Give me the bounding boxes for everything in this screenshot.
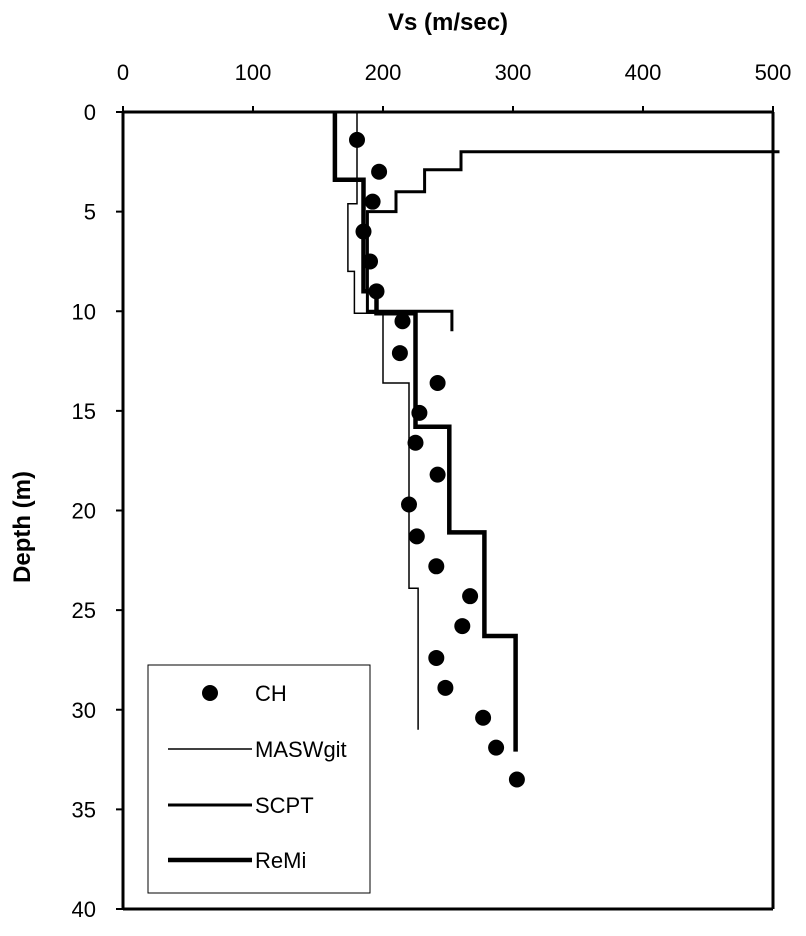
ch-data-point <box>454 618 471 635</box>
legend-label-scpt: SCPT <box>255 793 314 818</box>
series-ch <box>349 131 525 788</box>
ch-data-point <box>428 649 445 666</box>
ch-data-point <box>394 313 411 330</box>
ch-data-point <box>508 771 525 788</box>
x-tick-label: 0 <box>117 60 129 85</box>
x-tick-label: 200 <box>365 60 402 85</box>
y-tick-label: 40 <box>72 897 96 922</box>
legend-label-maswgit: MASWgit <box>255 737 347 762</box>
series-maswgit <box>347 112 419 730</box>
y-tick-label: 0 <box>84 100 96 125</box>
maswgit-line <box>347 112 419 730</box>
legend-label-ch: CH <box>255 681 287 706</box>
series-layer <box>332 112 780 788</box>
ch-data-point <box>407 434 424 451</box>
legend-swatch-ch <box>202 685 218 701</box>
y-tick-label: 20 <box>72 499 96 524</box>
ch-data-point <box>429 466 446 483</box>
ch-data-point <box>488 739 505 756</box>
y-tick-label: 5 <box>84 200 96 225</box>
y-tick-label: 10 <box>72 299 96 324</box>
x-tick-label: 400 <box>625 60 662 85</box>
remi-line <box>332 112 518 752</box>
ch-data-point <box>364 193 381 210</box>
scpt-line <box>365 150 780 332</box>
ch-data-point <box>391 345 408 362</box>
ch-data-point <box>371 163 388 180</box>
ch-data-point <box>462 588 479 605</box>
y-tick-label: 25 <box>72 598 96 623</box>
y-tick-label: 15 <box>72 399 96 424</box>
y-tick-label: 35 <box>72 797 96 822</box>
legend: CH MASWgit SCPT ReMi <box>147 664 371 894</box>
ch-data-point <box>437 679 454 696</box>
x-axis-title: Vs (m/sec) <box>388 9 508 36</box>
ch-data-point <box>475 709 492 726</box>
series-remi <box>332 112 518 752</box>
ch-data-point <box>428 558 445 575</box>
legend-label-remi: ReMi <box>255 848 306 873</box>
y-axis-title: Depth (m) <box>9 471 36 583</box>
plot-frame <box>121 110 775 911</box>
x-axis: 0 100 200 300 400 500 <box>117 60 791 112</box>
x-tick-label: 500 <box>755 60 792 85</box>
y-axis: 0 5 10 15 20 25 30 35 40 <box>72 100 123 922</box>
x-tick-label: 100 <box>235 60 272 85</box>
ch-data-point <box>408 528 425 545</box>
y-tick-label: 30 <box>72 698 96 723</box>
x-tick-label: 300 <box>495 60 532 85</box>
series-scpt <box>365 150 780 332</box>
ch-data-point <box>429 374 446 391</box>
legend-box <box>147 664 371 894</box>
